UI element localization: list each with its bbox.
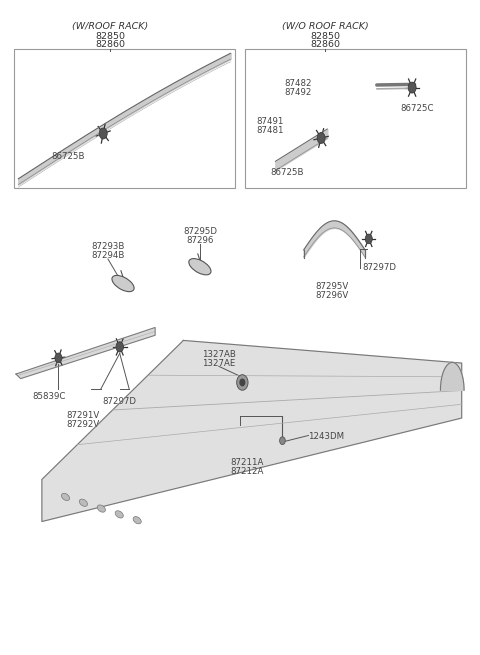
Text: 87296: 87296	[186, 236, 214, 246]
Text: 87292V: 87292V	[67, 420, 100, 429]
Text: 87294B: 87294B	[91, 252, 125, 260]
Text: 1327AE: 1327AE	[202, 359, 236, 368]
Ellipse shape	[112, 275, 134, 291]
Ellipse shape	[97, 505, 106, 512]
Text: 86725C: 86725C	[400, 104, 433, 113]
Text: 82850: 82850	[310, 32, 340, 41]
Text: 86725B: 86725B	[51, 152, 84, 160]
Bar	[13, 49, 235, 189]
Ellipse shape	[189, 259, 211, 275]
Circle shape	[237, 375, 248, 390]
Ellipse shape	[61, 493, 70, 500]
Ellipse shape	[133, 517, 141, 524]
Circle shape	[116, 342, 123, 352]
Text: 87481: 87481	[256, 126, 284, 136]
Text: 87491: 87491	[256, 117, 284, 126]
Text: 82860: 82860	[96, 41, 125, 49]
Polygon shape	[441, 362, 464, 390]
Text: 87211A: 87211A	[230, 457, 264, 466]
Ellipse shape	[79, 499, 87, 506]
Text: 87293B: 87293B	[91, 242, 125, 251]
Text: 87295V: 87295V	[315, 282, 348, 291]
Text: (W/ROOF RACK): (W/ROOF RACK)	[72, 22, 148, 31]
Text: 87212A: 87212A	[230, 466, 264, 476]
Circle shape	[365, 234, 372, 244]
Polygon shape	[42, 341, 462, 521]
Circle shape	[55, 353, 62, 363]
Text: 86725B: 86725B	[270, 168, 304, 177]
Text: 82860: 82860	[310, 41, 340, 49]
Circle shape	[317, 132, 325, 143]
Bar	[245, 49, 467, 189]
Text: 87295D: 87295D	[183, 227, 217, 236]
Text: 87296V: 87296V	[315, 291, 348, 300]
Polygon shape	[16, 328, 155, 379]
Text: 85839C: 85839C	[32, 392, 66, 402]
Circle shape	[280, 437, 285, 445]
Text: 82850: 82850	[96, 32, 125, 41]
Text: 87297D: 87297D	[362, 263, 396, 272]
Circle shape	[408, 82, 416, 93]
Circle shape	[240, 379, 245, 386]
Circle shape	[99, 128, 107, 139]
Ellipse shape	[115, 511, 123, 518]
Text: 87297D: 87297D	[103, 398, 137, 406]
Text: 1243DM: 1243DM	[308, 432, 345, 441]
Text: (W/O ROOF RACK): (W/O ROOF RACK)	[282, 22, 368, 31]
Text: 87482: 87482	[285, 79, 312, 88]
Text: 87492: 87492	[285, 88, 312, 97]
Text: 87291V: 87291V	[67, 411, 100, 420]
Text: 1327AB: 1327AB	[202, 350, 236, 359]
